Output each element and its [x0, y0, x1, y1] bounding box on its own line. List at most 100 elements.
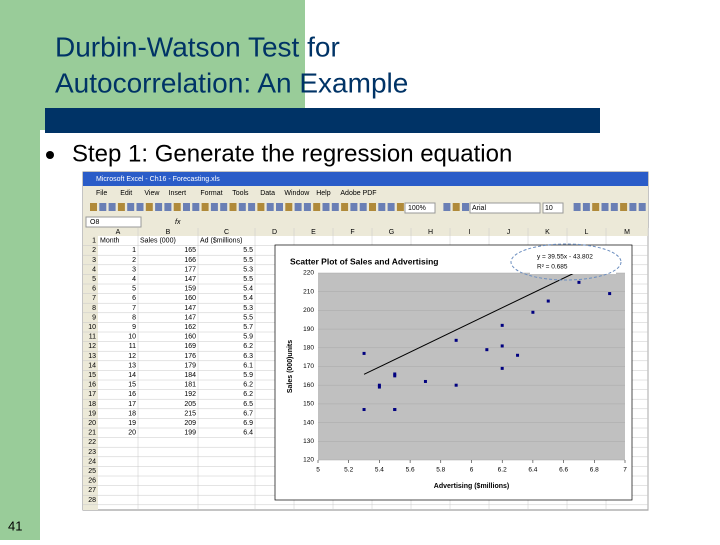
toolbar-icon[interactable] [294, 203, 302, 211]
point [362, 408, 366, 412]
toolbar-icon[interactable] [396, 203, 404, 211]
toolbar-icon[interactable] [117, 203, 125, 211]
x-tick-label: 5.8 [436, 467, 445, 474]
menu-item[interactable]: Edit [120, 190, 132, 197]
toolbar-icon[interactable] [331, 203, 339, 211]
menu-item[interactable]: Tools [232, 190, 249, 197]
toolbar-icon[interactable] [638, 203, 646, 211]
column-header: H [428, 229, 433, 236]
name-box-text: O8 [90, 219, 99, 226]
toolbar-icon[interactable] [620, 203, 628, 211]
point [454, 383, 458, 387]
toolbar-icon[interactable] [238, 203, 246, 211]
menu-item[interactable]: File [96, 190, 107, 197]
name-box[interactable] [85, 216, 142, 228]
toolbar-icon[interactable] [155, 203, 163, 211]
toolbar-icon[interactable] [164, 203, 172, 211]
toolbar-icon[interactable] [443, 203, 451, 211]
ad-cell: 5.5 [243, 276, 253, 283]
ad-cell: 6.3 [243, 353, 253, 360]
sales-cell: 160 [184, 334, 196, 341]
column-header: I [469, 229, 471, 236]
point [500, 323, 504, 327]
toolbar-icon[interactable] [183, 203, 190, 211]
row-header: 1 [92, 238, 96, 245]
toolbar-icon[interactable] [266, 203, 274, 211]
month-cell: 7 [132, 305, 136, 312]
toolbar-icon[interactable] [313, 203, 321, 211]
toolbar-icon[interactable] [592, 203, 600, 211]
menu-item[interactable]: Insert [169, 190, 187, 197]
ad-cell: 5.7 [243, 324, 253, 331]
row-header: 9 [92, 314, 96, 321]
month-cell: 8 [132, 314, 136, 321]
toolbar-icon[interactable] [610, 203, 618, 211]
size-box[interactable] [542, 202, 564, 214]
y-tick-label: 160 [303, 382, 314, 389]
column-header: L [585, 229, 589, 236]
column-header: B [166, 229, 171, 236]
point [500, 344, 504, 348]
sales-cell: 209 [184, 420, 196, 427]
toolbar-icon[interactable] [136, 203, 144, 211]
menu-item[interactable]: Data [260, 190, 275, 197]
toolbar-icon[interactable] [201, 203, 209, 211]
toolbar-icon[interactable] [127, 203, 135, 211]
ad-cell: 5.4 [243, 286, 253, 293]
toolbar-icon[interactable] [359, 203, 367, 211]
zoom-box[interactable] [404, 202, 436, 214]
toolbar-icon[interactable] [257, 203, 265, 211]
toolbar-icon[interactable] [462, 203, 469, 211]
toolbar-icon[interactable] [210, 203, 218, 211]
ad-cell: 5.5 [243, 257, 253, 264]
toolbar-icon[interactable] [322, 203, 330, 211]
toolbar-icon[interactable] [369, 203, 376, 211]
sales-cell: 177 [184, 266, 196, 273]
title: Autocorrelation: An Example [55, 67, 408, 98]
menu-item[interactable]: Help [316, 190, 331, 197]
toolbar-icon[interactable] [248, 203, 256, 211]
y-tick-label: 210 [303, 288, 314, 295]
toolbar-icon[interactable] [90, 203, 97, 211]
column-header: F [350, 229, 354, 236]
toolbar-icon[interactable] [285, 203, 293, 211]
toolbar-icon[interactable] [452, 203, 460, 211]
point [377, 383, 381, 387]
month-cell: 4 [132, 276, 136, 283]
toolbar-icon[interactable] [582, 203, 590, 211]
toolbar-icon[interactable] [173, 203, 181, 211]
toolbar-icon[interactable] [629, 203, 637, 211]
toolbar-icon[interactable] [192, 203, 200, 211]
toolbar-icon[interactable] [387, 203, 395, 211]
ad-cell: 6.7 [243, 410, 253, 417]
ad-cell: 5.4 [243, 295, 253, 302]
sales-cell: 176 [184, 353, 196, 360]
ad-cell: 5.9 [243, 372, 253, 379]
x-axis-label: Advertising ($millions) [434, 483, 509, 490]
header-cell: Month [100, 238, 120, 245]
point [423, 379, 427, 383]
toolbar-icon[interactable] [341, 203, 349, 211]
sales-cell: 165 [184, 247, 196, 254]
toolbar-icon[interactable] [145, 203, 153, 211]
toolbar-icon[interactable] [220, 203, 228, 211]
month-cell: 16 [128, 391, 136, 398]
toolbar-icon[interactable] [601, 203, 609, 211]
month-cell: 10 [128, 334, 136, 341]
toolbar-icon[interactable] [350, 203, 358, 211]
toolbar-icon[interactable] [99, 203, 107, 211]
point [393, 374, 397, 378]
menu-item[interactable]: Window [284, 190, 310, 197]
row-header: 17 [88, 391, 96, 398]
menu-item[interactable]: View [144, 190, 160, 197]
font-box[interactable] [469, 202, 541, 214]
toolbar-icon[interactable] [108, 203, 116, 211]
toolbar-icon[interactable] [276, 203, 283, 211]
toolbar-icon[interactable] [573, 203, 581, 211]
menu-item[interactable]: Adobe PDF [340, 190, 376, 197]
toolbar-icon[interactable] [303, 203, 311, 211]
toolbar-icon[interactable] [229, 203, 237, 211]
menu-item[interactable]: Format [200, 190, 222, 197]
toolbar-icon[interactable] [378, 203, 386, 211]
